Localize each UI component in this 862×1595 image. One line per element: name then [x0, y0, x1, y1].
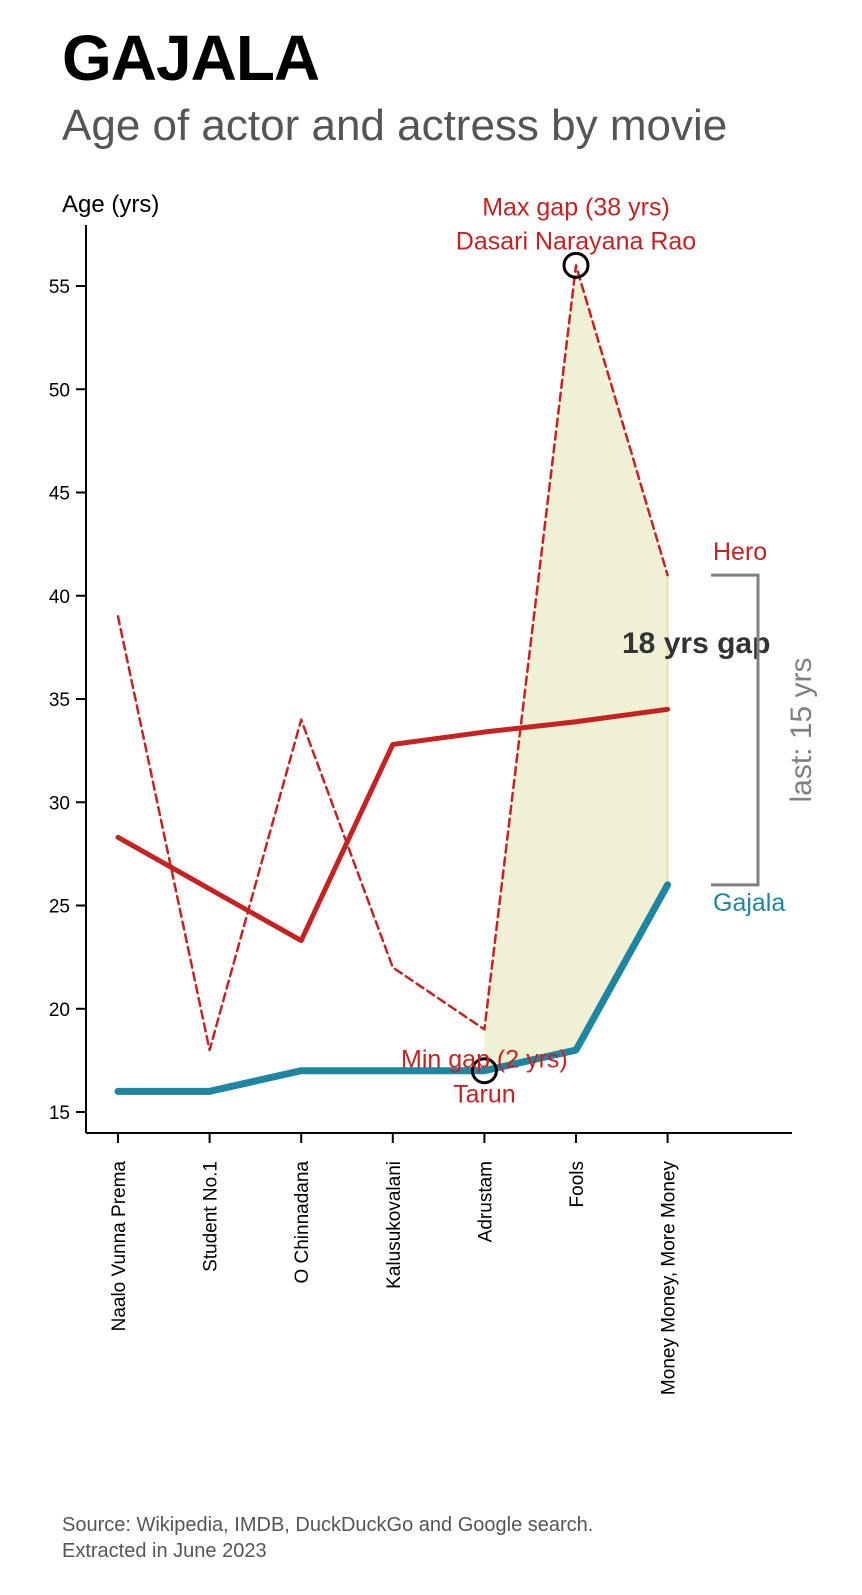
- y-tick-label: 30: [49, 793, 70, 814]
- y-tick-label: 55: [49, 277, 70, 298]
- axes: Age (yrs) 15 20 25 30 35 40 45 50 55 Naalo Vunna P…: [49, 191, 792, 1395]
- x-tick-label: Naalo Vunna Prema: [109, 1161, 130, 1332]
- hero-trend-line: [115, 706, 671, 944]
- chart-title: GAJALA: [62, 22, 320, 94]
- last-gap-label: last: 15 yrs: [785, 657, 818, 802]
- hero-age-line: [116, 264, 669, 1052]
- y-tick-label: 45: [49, 484, 70, 505]
- min-gap-label: Min gap (2 yrs): [401, 1046, 568, 1074]
- gap-shaded-area-layer: [484, 265, 669, 1071]
- y-axis-label: Age (yrs): [62, 191, 159, 218]
- series-lines: [114, 264, 672, 1095]
- source-line-2: Extracted in June 2023: [62, 1540, 267, 1562]
- y-tick-label: 25: [49, 897, 70, 918]
- x-tick-label: Fools: [567, 1161, 588, 1207]
- y-tick-label: 20: [49, 1000, 70, 1021]
- source-note: Source: Wikipedia, IMDB, DuckDuckGo and …: [62, 1512, 593, 1564]
- x-tick-label: Kalusukovalani: [384, 1161, 405, 1289]
- x-tick-label: O Chinnadana: [292, 1161, 313, 1284]
- max-gap-name: Dasari Narayana Rao: [456, 227, 696, 255]
- x-tick-label: Adrustam: [475, 1161, 496, 1242]
- actress-series-label: Gajala: [713, 889, 785, 917]
- y-tick-label: 35: [49, 690, 70, 711]
- x-tick-label: Student No.1: [201, 1161, 222, 1272]
- y-tick-label: 50: [49, 380, 70, 401]
- line-chart: Age (yrs) 15 20 25 30 35 40 45 50 55 Naalo Vunna P…: [49, 191, 818, 1395]
- source-line-1: Source: Wikipedia, IMDB, DuckDuckGo and …: [62, 1514, 594, 1536]
- chart-subtitle: Age of actor and actress by movie: [62, 101, 728, 150]
- gap-shaded-area: [484, 265, 668, 1071]
- hero-series-label: Hero: [713, 538, 767, 566]
- max-gap-label: Max gap (38 yrs): [482, 193, 670, 221]
- min-gap-name: Tarun: [453, 1081, 516, 1109]
- annotations: Max gap (38 yrs) Dasari Narayana Rao Min g…: [401, 193, 818, 1108]
- min-gap-marker: [470, 1057, 498, 1085]
- last-gap-bracket: [711, 573, 760, 887]
- x-tick-label: Money Money, More Money: [659, 1161, 680, 1396]
- gap-value-label: 18 yrs gap: [622, 627, 770, 660]
- max-gap-marker: [562, 251, 590, 279]
- actress-age-line: [114, 881, 672, 1095]
- y-tick-label: 15: [49, 1103, 70, 1124]
- y-tick-label: 40: [49, 587, 70, 608]
